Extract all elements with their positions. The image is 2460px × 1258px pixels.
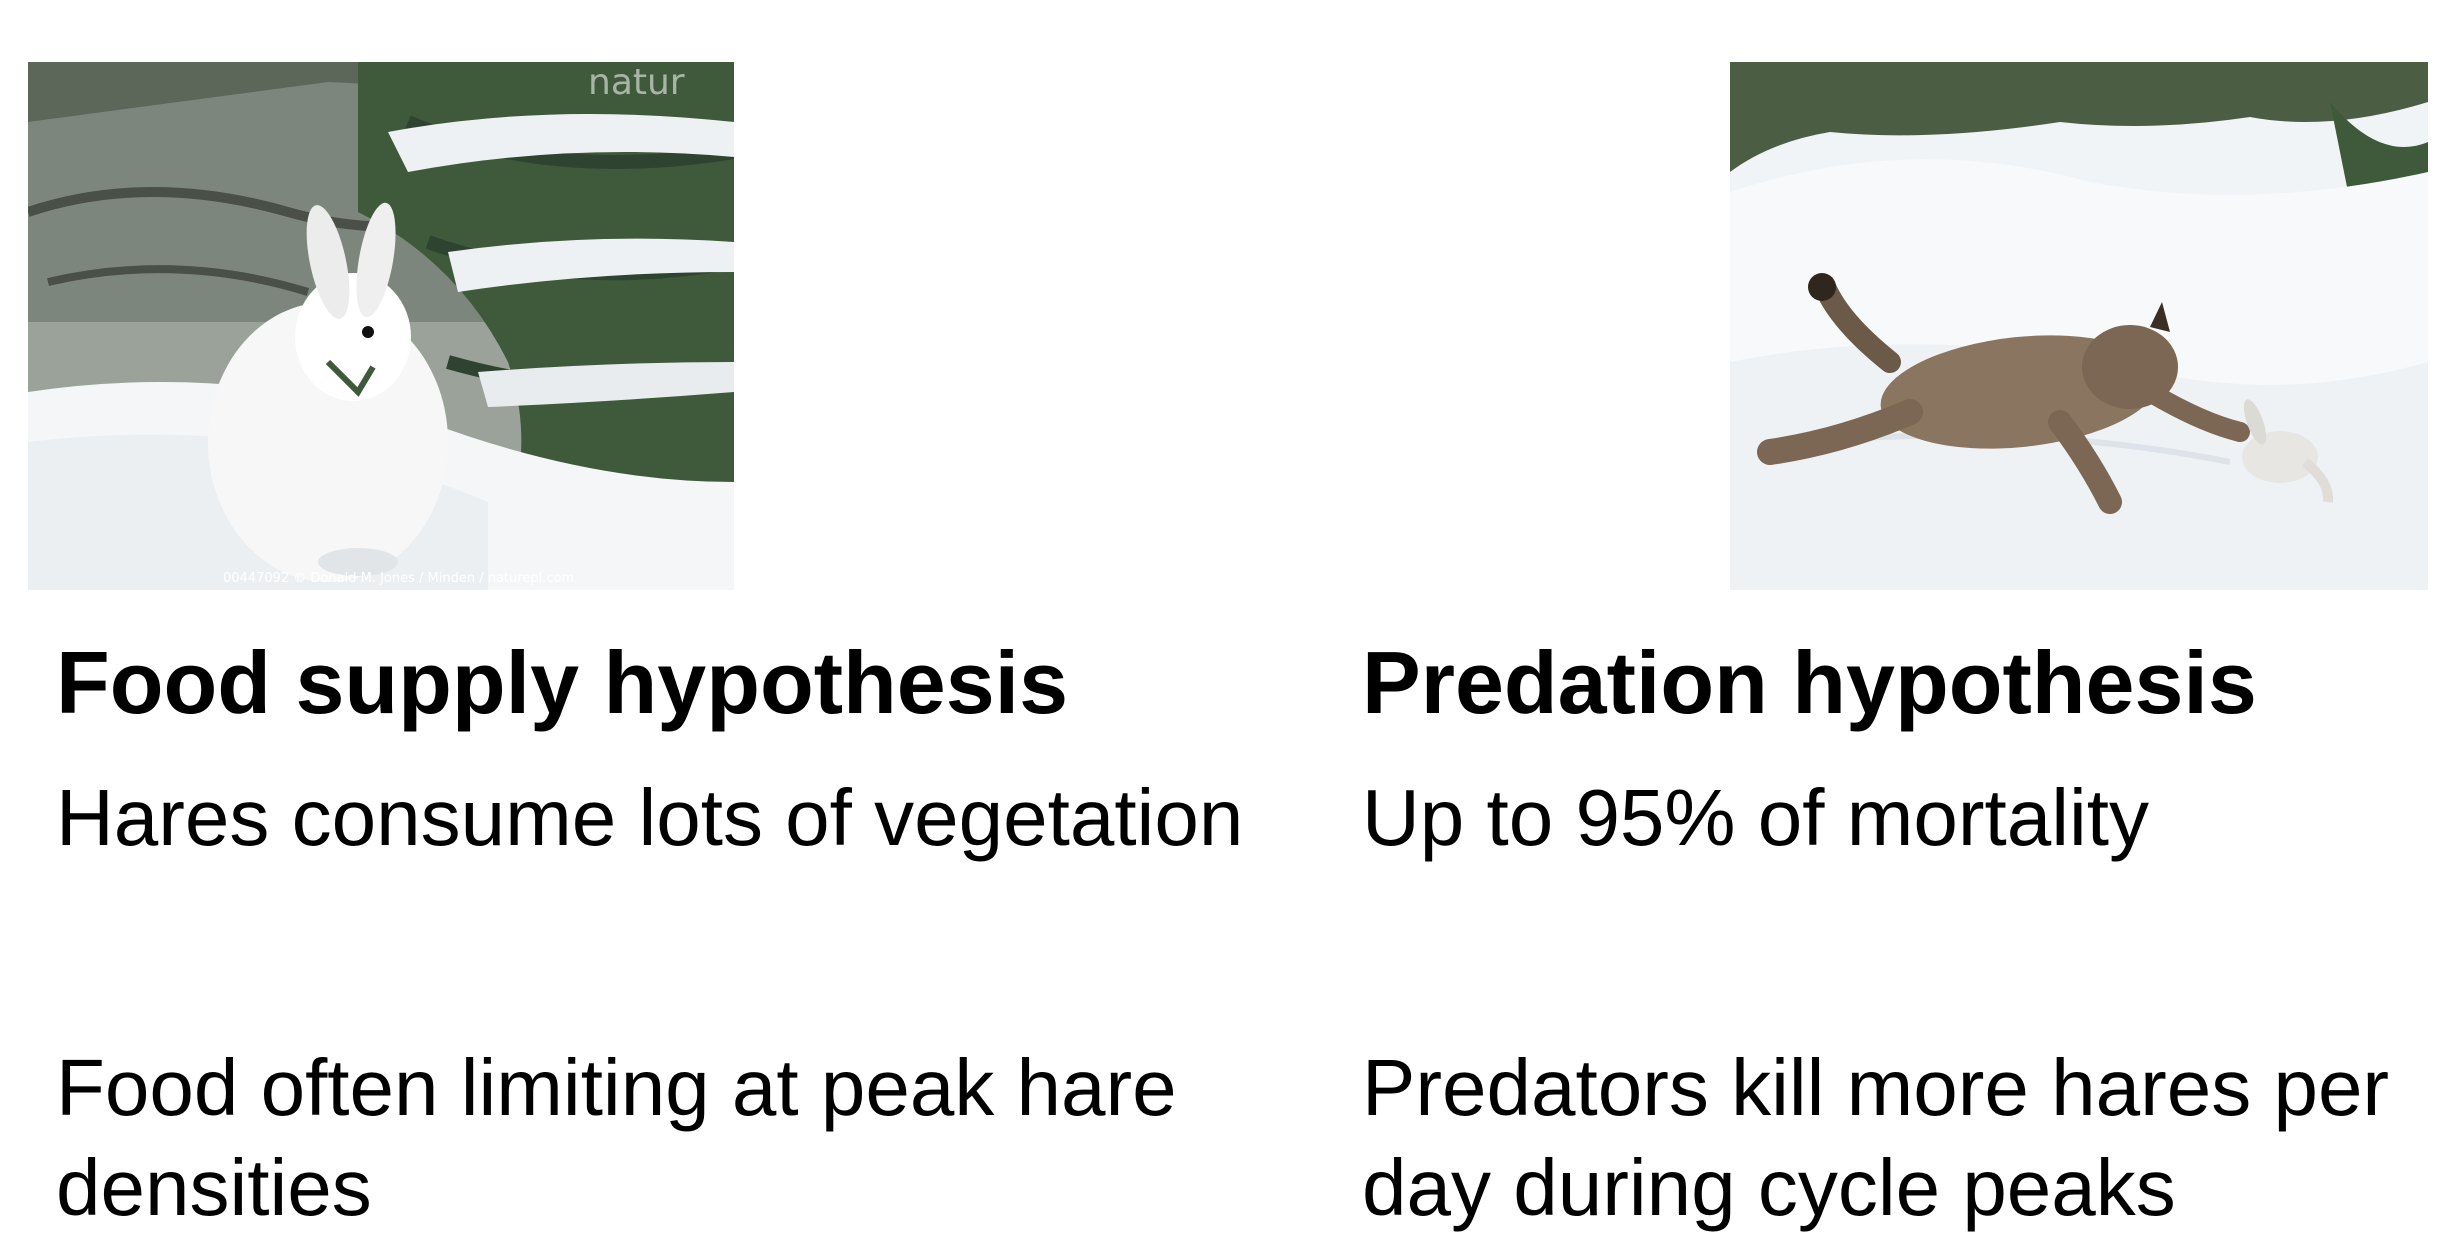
watermark-text: natur bbox=[588, 62, 685, 103]
food-supply-heading: Food supply hypothesis bbox=[56, 633, 1069, 732]
hare-illustration: natur 00447092 © Donald M. Jones / Minde… bbox=[28, 62, 734, 590]
predation-point-2: Predators kill more hares per day during… bbox=[1362, 1043, 2390, 1232]
food-supply-column: Food supply hypothesis Hares consume lot… bbox=[56, 628, 1336, 1232]
predation-point-1: Up to 95% of mortality bbox=[1362, 773, 2149, 862]
food-point-1: Hares consume lots of vegetation bbox=[56, 773, 1244, 862]
food-point-2: Food often limiting at peak hare densiti… bbox=[56, 1043, 1177, 1232]
photo-credit: 00447092 © Donald M. Jones / Minden / na… bbox=[223, 571, 574, 586]
lynx-illustration bbox=[1730, 62, 2428, 590]
lynx-chasing-hare-photo bbox=[1730, 62, 2428, 590]
snowshoe-hare-photo: natur 00447092 © Donald M. Jones / Minde… bbox=[28, 62, 734, 590]
predation-heading: Predation hypothesis bbox=[1362, 633, 2257, 732]
predation-column: Predation hypothesis Up to 95% of mortal… bbox=[1362, 628, 2452, 1232]
